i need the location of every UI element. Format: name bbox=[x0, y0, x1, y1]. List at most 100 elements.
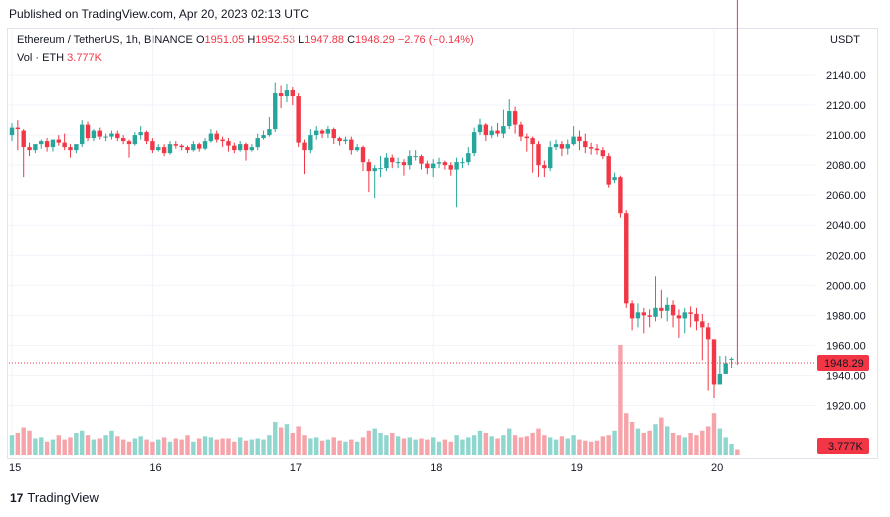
volume-bar bbox=[583, 440, 588, 455]
published-caption: Published on TradingView.com, Apr 20, 20… bbox=[9, 7, 309, 21]
volume-bar bbox=[33, 438, 38, 455]
volume-bar bbox=[308, 438, 313, 455]
candle-body bbox=[676, 315, 682, 319]
candle-body bbox=[413, 156, 418, 158]
volume-bar bbox=[103, 435, 108, 455]
volume-bar bbox=[442, 439, 448, 455]
volume-bar bbox=[694, 435, 699, 455]
volume-bar bbox=[647, 430, 652, 455]
volume-bar bbox=[705, 426, 711, 455]
volume-bar bbox=[319, 440, 325, 455]
volume-bar bbox=[729, 444, 734, 455]
x-tick-label: 16 bbox=[149, 462, 161, 474]
candle-body bbox=[9, 127, 15, 136]
volume-bar bbox=[325, 439, 331, 455]
candle-body bbox=[378, 168, 383, 170]
volume-bar bbox=[9, 435, 15, 455]
x-tick-label: 18 bbox=[430, 462, 442, 474]
candle-body bbox=[202, 141, 208, 149]
currency-label[interactable]: USDT bbox=[830, 34, 860, 46]
volume-bar bbox=[173, 438, 178, 455]
candle-body bbox=[161, 147, 167, 154]
volume-bar bbox=[144, 439, 149, 455]
candle-body bbox=[594, 148, 600, 151]
candle-body bbox=[56, 139, 61, 143]
volume-bar bbox=[390, 433, 395, 455]
volume-bar bbox=[460, 439, 465, 455]
candle-body bbox=[507, 111, 512, 127]
price-axis: 1920.00 1940.00 1960.00 1980.00 2000.00 2020.… bbox=[826, 70, 866, 412]
candle-body bbox=[62, 142, 67, 148]
volume-bar bbox=[284, 424, 290, 455]
volume-bar bbox=[62, 439, 67, 455]
volume-label[interactable]: Vol · ETH bbox=[17, 52, 65, 64]
chart-frame bbox=[7, 28, 878, 459]
volume-bar bbox=[197, 438, 202, 455]
candles bbox=[9, 0, 738, 398]
candle-body bbox=[431, 163, 436, 169]
volume-bar bbox=[384, 435, 389, 455]
volume-bar bbox=[167, 441, 173, 455]
candle-body bbox=[653, 307, 658, 317]
low-value: 1947.88 bbox=[304, 34, 344, 46]
y-tick-label: 2100.00 bbox=[826, 130, 866, 142]
symbol-label[interactable]: Ethereum / TetherUS, 1h, BINANCE bbox=[17, 34, 193, 46]
volume-bar bbox=[50, 439, 56, 455]
volume-bar bbox=[302, 435, 307, 455]
y-tick-label: 2120.00 bbox=[826, 100, 866, 112]
footer-brand[interactable]: 17 TradingView bbox=[10, 490, 99, 505]
volume-bar bbox=[156, 439, 161, 455]
volume-bar bbox=[278, 427, 284, 455]
volume-bar bbox=[21, 427, 26, 455]
volume-bar bbox=[109, 430, 114, 455]
candle-body bbox=[360, 147, 366, 163]
candle-body bbox=[448, 165, 453, 170]
volume-bar bbox=[349, 439, 354, 455]
candle-body bbox=[214, 133, 219, 140]
candle-body bbox=[173, 144, 178, 146]
time-axis: 15 16 17 18 19 20 bbox=[9, 462, 723, 474]
candle-body bbox=[571, 136, 576, 145]
candle-body bbox=[39, 141, 44, 145]
candle-body bbox=[483, 124, 489, 136]
candle-body bbox=[401, 162, 407, 166]
y-tick-label: 2060.00 bbox=[826, 190, 866, 202]
volume-bar bbox=[243, 440, 249, 455]
volume-bar bbox=[501, 435, 506, 455]
volume-bar bbox=[185, 435, 190, 455]
candle-body bbox=[349, 139, 354, 151]
candle-body bbox=[542, 165, 547, 169]
volume-bar bbox=[594, 440, 600, 455]
candle-body bbox=[343, 139, 348, 142]
volume-bar bbox=[202, 436, 208, 455]
high-label: H bbox=[247, 34, 256, 46]
volume-bar bbox=[290, 433, 295, 455]
volume-bar bbox=[68, 437, 73, 455]
volume-bar bbox=[495, 438, 500, 455]
candle-body bbox=[588, 147, 594, 149]
candle-body bbox=[220, 139, 225, 142]
volume-bar bbox=[612, 430, 617, 455]
volume-bar bbox=[126, 441, 132, 455]
candle-body bbox=[15, 127, 21, 130]
candle-body bbox=[85, 124, 91, 139]
volume-bar bbox=[401, 438, 407, 455]
change-value: −2.76 (−0.14%) bbox=[397, 34, 474, 46]
volume-bar bbox=[530, 433, 535, 455]
candle-body bbox=[612, 177, 617, 181]
candle-body bbox=[489, 130, 494, 136]
candle-body bbox=[44, 141, 50, 148]
volume-bar bbox=[97, 438, 102, 455]
candle-body bbox=[103, 136, 108, 138]
candle-body bbox=[466, 153, 471, 163]
candle-body bbox=[606, 156, 611, 185]
volume-bar bbox=[378, 433, 383, 455]
volume-bar bbox=[56, 435, 61, 455]
volume-bar bbox=[536, 428, 541, 455]
volume-bar bbox=[448, 441, 453, 455]
candle-body bbox=[68, 147, 73, 151]
volume-bar bbox=[723, 437, 728, 455]
candle-body bbox=[185, 147, 190, 151]
volume-bar bbox=[115, 436, 120, 455]
